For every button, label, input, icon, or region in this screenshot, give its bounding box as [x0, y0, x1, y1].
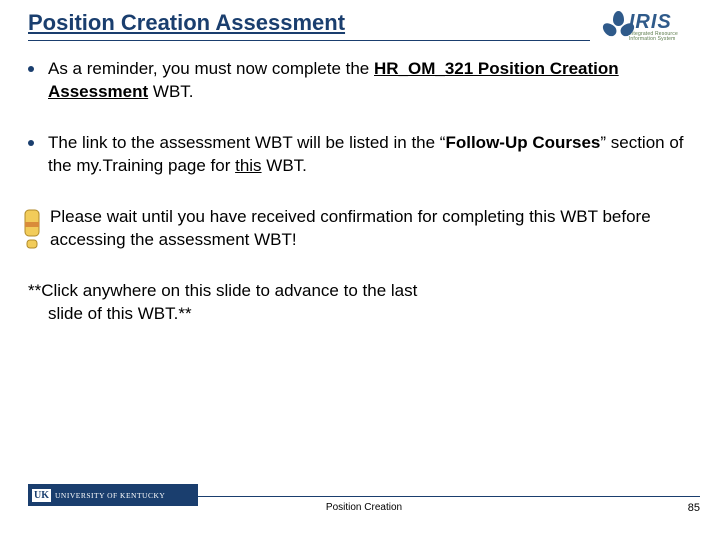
text-fragment: The link to the assessment WBT will be l… — [48, 133, 445, 152]
bullet-icon — [28, 66, 34, 72]
text-fragment: WBT. — [262, 156, 307, 175]
text-bold: Follow-Up Courses — [445, 133, 600, 152]
advance-line1: **Click anywhere on this slide to advanc… — [28, 281, 417, 300]
iris-flower-icon — [602, 10, 627, 44]
warning-icon — [22, 208, 44, 252]
iris-logo-subtitle: Integrated Resource Information System — [629, 32, 700, 42]
page-title: Position Creation Assessment — [28, 10, 345, 38]
title-rule — [28, 40, 590, 41]
slide[interactable]: Position Creation Assessment IRIS Integr… — [0, 0, 720, 540]
footer-title: Position Creation — [28, 502, 700, 513]
advance-instruction: **Click anywhere on this slide to advanc… — [28, 280, 690, 326]
text-underline: this — [235, 156, 261, 175]
advance-line2: slide of this WBT.** — [28, 303, 690, 326]
iris-logo-text: IRIS Integrated Resource Information Sys… — [629, 12, 700, 42]
uk-mark: UK — [32, 489, 51, 502]
bullet-text: As a reminder, you must now complete the… — [48, 58, 690, 104]
bullet-item: As a reminder, you must now complete the… — [28, 58, 690, 104]
bullet-icon — [28, 140, 34, 146]
text-fragment: As a reminder, you must now complete the — [48, 59, 374, 78]
iris-logo: IRIS Integrated Resource Information Sys… — [602, 6, 700, 48]
uk-badge-text: UNIVERSITY OF KENTUCKY — [55, 491, 165, 500]
footer: UK UNIVERSITY OF KENTUCKY Position Creat… — [28, 496, 700, 526]
page-number: 85 — [688, 502, 700, 514]
warning-item: Please wait until you have received conf… — [22, 206, 690, 252]
bullet-item: The link to the assessment WBT will be l… — [28, 132, 690, 178]
text-fragment: WBT. — [148, 82, 193, 101]
content: As a reminder, you must now complete the… — [28, 58, 690, 326]
iris-logo-name: IRIS — [629, 12, 700, 32]
bullet-text: The link to the assessment WBT will be l… — [48, 132, 690, 178]
warning-text: Please wait until you have received conf… — [50, 206, 690, 252]
header: Position Creation Assessment IRIS Integr… — [28, 10, 700, 60]
